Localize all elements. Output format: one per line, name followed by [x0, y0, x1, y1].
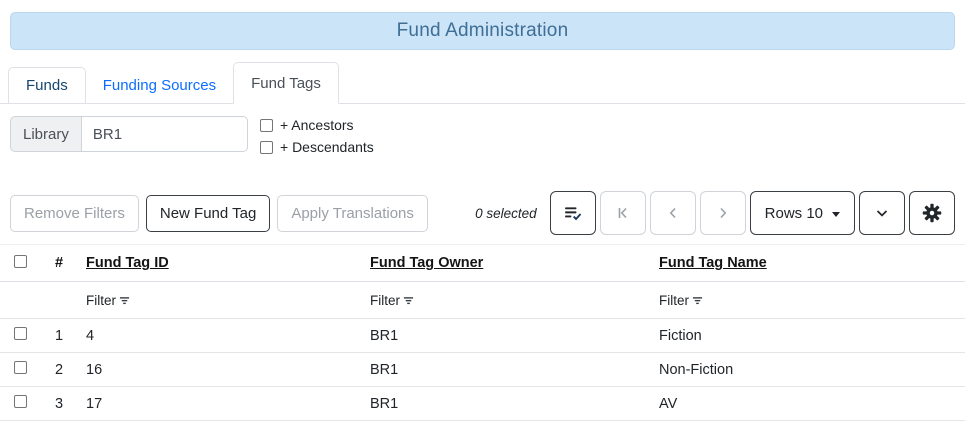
- selected-count: 0 selected: [475, 205, 537, 221]
- cell-fund-tag-owner: BR1: [370, 327, 399, 344]
- tab-funding-sources[interactable]: Funding Sources: [86, 67, 233, 103]
- grid-header-row: # Fund Tag ID Fund Tag Owner Fund Tag Na…: [0, 244, 965, 282]
- cell-fund-tag-owner: BR1: [370, 395, 399, 412]
- grid-toolbar: Remove Filters New Fund Tag Apply Transl…: [10, 191, 955, 235]
- page-header-banner: Fund Administration: [10, 12, 955, 50]
- tab-fund-tags-label: Fund Tags: [251, 74, 321, 92]
- first-page-button[interactable]: [599, 191, 646, 235]
- filter-icon: [692, 295, 703, 306]
- select-all-checkbox[interactable]: [14, 254, 27, 268]
- row-number: 1: [55, 327, 64, 344]
- prev-page-button[interactable]: [649, 191, 696, 235]
- table-row[interactable]: 1 4 BR1 Fiction: [0, 319, 965, 353]
- library-input-group: Library: [10, 116, 248, 152]
- table-row[interactable]: 3 17 BR1 AV: [0, 387, 965, 421]
- library-input[interactable]: [80, 116, 248, 152]
- row-number: 2: [55, 361, 64, 378]
- cell-fund-tag-name: Non-Fiction: [659, 361, 734, 378]
- column-header-fund-tag-owner[interactable]: Fund Tag Owner: [370, 255, 484, 271]
- tab-bar: Funds Funding Sources Fund Tags: [0, 62, 965, 104]
- tab-funds[interactable]: Funds: [8, 67, 86, 103]
- filter-label: Filter: [370, 292, 400, 308]
- caret-down-icon: [832, 211, 840, 217]
- tab-funds-label: Funds: [26, 77, 68, 94]
- descendants-checkbox[interactable]: [260, 140, 273, 154]
- remove-filters-button[interactable]: Remove Filters: [10, 194, 139, 232]
- chevron-right-icon: [715, 205, 731, 221]
- row-checkbox[interactable]: [14, 395, 27, 408]
- filter-fund-tag-id[interactable]: Filter: [86, 293, 362, 308]
- rows-per-page-label: Rows 10: [764, 204, 823, 222]
- filter-label: Filter: [86, 292, 116, 308]
- filter-bar: Library + Ancestors + Descendants: [10, 116, 955, 155]
- filter-fund-tag-owner[interactable]: Filter: [370, 293, 651, 308]
- row-number: 3: [55, 395, 64, 412]
- tab-fund-tags[interactable]: Fund Tags: [233, 62, 339, 104]
- grid-settings-button[interactable]: [909, 191, 955, 235]
- fund-tags-grid: # Fund Tag ID Fund Tag Owner Fund Tag Na…: [0, 244, 965, 421]
- grid-filter-row: Filter Filter: [0, 282, 965, 319]
- chevron-down-icon: [874, 205, 890, 221]
- ancestors-option: + Ancestors: [260, 117, 374, 133]
- cell-fund-tag-name: Fiction: [659, 327, 702, 344]
- column-header-number: #: [55, 255, 64, 271]
- descendants-option: + Descendants: [260, 139, 374, 155]
- chevron-left-icon: [665, 205, 681, 221]
- gear-icon: [922, 203, 942, 223]
- filter-icon: [403, 295, 414, 306]
- cell-fund-tag-id: 16: [86, 361, 103, 378]
- cell-fund-tag-id: 17: [86, 395, 103, 412]
- column-header-fund-tag-name[interactable]: Fund Tag Name: [659, 255, 767, 271]
- apply-translations-button[interactable]: Apply Translations: [277, 194, 428, 232]
- cell-fund-tag-name: AV: [659, 395, 678, 412]
- cell-fund-tag-id: 4: [86, 327, 95, 344]
- column-header-fund-tag-id[interactable]: Fund Tag ID: [86, 255, 169, 271]
- descendants-label: + Descendants: [280, 139, 374, 155]
- ancestors-checkbox[interactable]: [260, 118, 273, 132]
- row-checkbox[interactable]: [14, 361, 27, 374]
- filter-fund-tag-name[interactable]: Filter: [659, 293, 965, 308]
- cell-fund-tag-owner: BR1: [370, 361, 399, 378]
- filter-label: Filter: [659, 292, 689, 308]
- list-check-icon: [564, 204, 582, 222]
- filter-icon: [119, 295, 130, 306]
- table-row[interactable]: 2 16 BR1 Non-Fiction: [0, 353, 965, 387]
- new-fund-tag-button[interactable]: New Fund Tag: [145, 194, 271, 232]
- rows-per-page-dropdown[interactable]: Rows 10: [749, 191, 855, 235]
- ancestors-label: + Ancestors: [280, 117, 354, 133]
- first-page-icon: [615, 205, 631, 221]
- select-rows-button[interactable]: [549, 191, 596, 235]
- org-scope-options: + Ancestors + Descendants: [260, 116, 374, 155]
- library-label: Library: [10, 116, 81, 152]
- row-checkbox[interactable]: [14, 327, 27, 340]
- page-title: Fund Administration: [396, 20, 569, 41]
- tab-funding-sources-label: Funding Sources: [102, 76, 217, 94]
- more-actions-button[interactable]: [859, 191, 905, 235]
- grid-pagination-group: 0 selected: [475, 191, 955, 235]
- next-page-button[interactable]: [699, 191, 746, 235]
